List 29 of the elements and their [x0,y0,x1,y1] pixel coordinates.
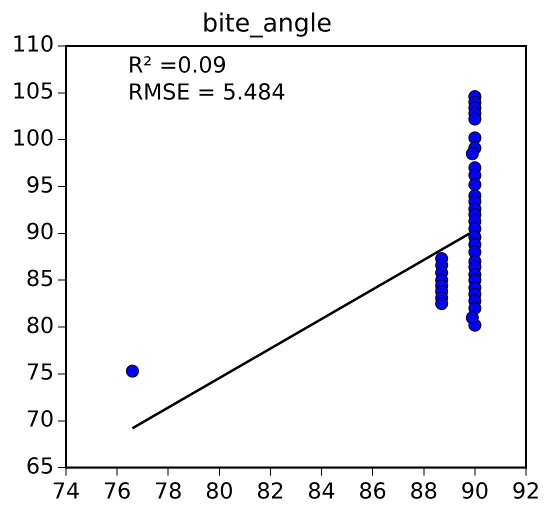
chart-title: bite_angle [202,8,332,38]
point [126,364,139,378]
y-tick-label: 90 [26,220,54,246]
y-tick-label: 75 [26,360,54,386]
x-tick-label: 86 [358,480,387,505]
point [468,178,482,192]
x-tick-label: 76 [103,480,132,505]
y-tick-label: 105 [12,80,54,105]
y-tick-label: 70 [26,407,54,432]
y-tick-label: 85 [26,266,54,292]
annotation: RMSE = 5.484 [128,80,286,106]
point [466,147,479,160]
point [466,311,479,324]
x-tick-label: 90 [460,480,489,505]
point [435,297,448,310]
x-tick-label: 88 [410,480,438,505]
point [468,112,482,126]
x-tick-label: 74 [52,480,80,505]
x-tick-label: 92 [512,480,540,505]
x-tick-label: 84 [308,480,336,505]
annotation: R² =0.09 [128,54,227,79]
y-tick-label: 80 [26,314,54,339]
x-tick-label: 80 [205,480,234,505]
y-tick-label: 95 [26,173,54,198]
y-tick-label: 100 [12,126,54,152]
y-tick-label: 65 [26,454,54,480]
x-tick-label: 78 [154,480,182,505]
y-tick-label: 110 [12,32,54,58]
x-tick-label: 82 [256,480,284,505]
